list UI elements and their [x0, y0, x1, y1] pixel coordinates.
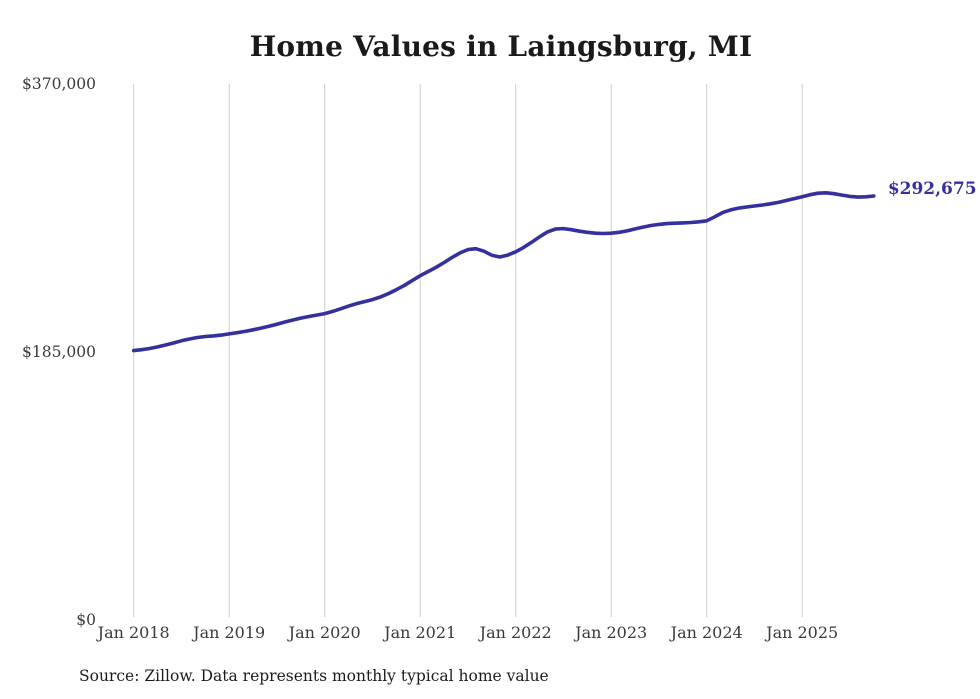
y-axis-tick-label: $370,000 — [22, 75, 96, 93]
y-axis-tick-label: $185,000 — [22, 343, 96, 361]
x-axis-tick-label: Jan 2024 — [670, 623, 743, 642]
x-axis-tick-label: Jan 2022 — [479, 623, 552, 642]
y-axis-tick-label: $0 — [76, 611, 96, 629]
gridlines — [133, 84, 803, 617]
x-axis-tick-label: Jan 2018 — [97, 623, 170, 642]
source-note: Source: Zillow. Data represents monthly … — [79, 667, 549, 685]
x-axis-tick-label: Jan 2025 — [766, 623, 839, 642]
home-value-line — [131, 191, 876, 353]
latest-value-label: $292,675 — [887, 178, 977, 199]
x-axis-tick-label: Jan 2021 — [384, 623, 457, 642]
chart-title: Home Values in Laingsburg, MI — [249, 30, 753, 63]
x-axis-tick-label: Jan 2023 — [575, 623, 648, 642]
x-axis-tick-label: Jan 2020 — [288, 623, 361, 642]
x-axis-tick-label: Jan 2019 — [193, 623, 266, 642]
